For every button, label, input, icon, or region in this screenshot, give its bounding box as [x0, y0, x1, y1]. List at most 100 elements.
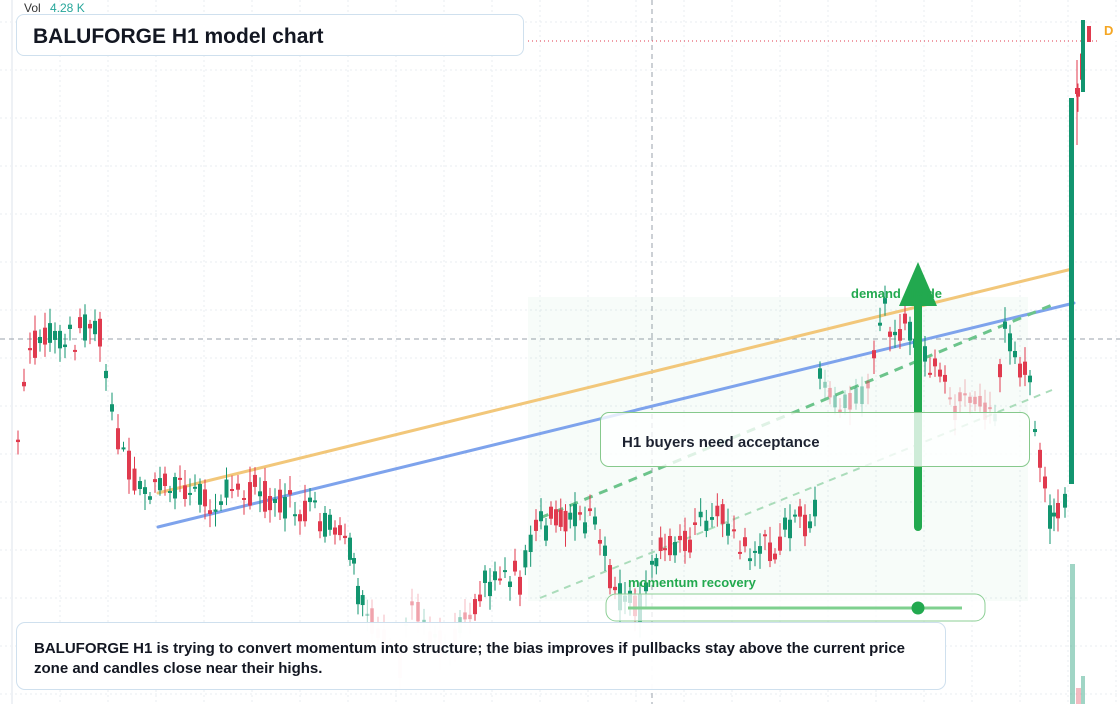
candle-body: [758, 546, 762, 554]
candle-body: [860, 386, 864, 405]
candle-body: [230, 489, 234, 492]
breakout-candle-body: [1081, 20, 1085, 92]
candle-body: [253, 474, 257, 487]
candle-body: [68, 324, 72, 329]
candle-body: [53, 330, 57, 340]
candle-body: [236, 483, 240, 490]
candle-body: [1008, 333, 1012, 352]
candle-body: [658, 537, 663, 552]
volume-label: Vol: [24, 1, 41, 15]
candle-body: [878, 322, 882, 326]
candle-body: [183, 485, 187, 500]
candle-body: [923, 346, 927, 362]
breakout-candle-body: [1087, 26, 1091, 42]
candle-body: [528, 534, 533, 553]
candle-body: [508, 581, 512, 588]
candle-body: [898, 329, 902, 341]
demand-arrow-head: [899, 262, 937, 306]
candle-body: [608, 565, 612, 589]
candle-body: [866, 381, 870, 389]
candle-body: [348, 537, 352, 560]
candle-body: [943, 374, 947, 382]
candle-body: [498, 578, 502, 581]
candle-body: [768, 542, 772, 562]
candle-body: [793, 514, 797, 517]
candle-body: [224, 479, 229, 498]
candle-body: [356, 585, 360, 605]
candle-body: [1063, 493, 1067, 508]
candle-body: [308, 497, 312, 503]
candle-body: [726, 523, 730, 536]
candle-body: [263, 481, 267, 512]
candle-body: [298, 514, 302, 522]
candle-body: [568, 512, 573, 520]
candle-body: [38, 336, 42, 344]
candle-body: [933, 358, 937, 367]
candle-body: [360, 595, 365, 606]
candle-body: [110, 404, 114, 412]
candle-body: [410, 601, 414, 606]
candle-body: [273, 498, 277, 503]
candle-body: [558, 509, 563, 527]
candle-body: [1013, 351, 1017, 358]
candle-body: [948, 397, 952, 400]
candle-body: [22, 381, 26, 387]
candle-body: [778, 536, 782, 551]
candle-body: [613, 586, 617, 591]
candle-body: [278, 489, 282, 513]
candle-body: [168, 490, 172, 493]
volume-bar: [1070, 564, 1075, 704]
candle-body: [938, 369, 942, 377]
candle-body: [683, 530, 687, 551]
acceptance-callout-text: H1 buyers need acceptance: [622, 434, 820, 451]
candle-body: [1018, 363, 1022, 378]
candle-body: [163, 473, 167, 487]
candle-body: [83, 314, 87, 341]
candle-body: [503, 570, 507, 573]
candle-body: [313, 500, 317, 503]
candle-body: [127, 450, 131, 480]
candle-body: [988, 407, 992, 410]
candle-body: [534, 519, 538, 531]
chart-title: BALUFORGE H1 model chart: [33, 25, 324, 48]
breakout-candle-body: [1069, 98, 1074, 484]
candle-body: [888, 331, 892, 337]
candle-body: [1048, 505, 1052, 529]
candle-body: [603, 545, 607, 556]
candle-body: [288, 490, 292, 495]
candle-body: [203, 489, 207, 507]
candle-body: [823, 381, 827, 388]
candle-body: [763, 534, 767, 537]
candle-body: [1023, 361, 1027, 375]
candle-body: [48, 323, 52, 343]
candle-body: [370, 608, 374, 634]
candle-body: [188, 492, 192, 495]
candle-body: [828, 387, 832, 398]
candle-body: [743, 537, 747, 547]
candle-body: [513, 560, 517, 572]
candle-body: [483, 570, 487, 583]
candle-body: [333, 527, 337, 535]
candle-body: [16, 439, 20, 443]
candle-body: [422, 619, 426, 622]
candle-body: [1038, 449, 1042, 468]
candle-body: [1052, 512, 1056, 517]
candle-body: [213, 509, 218, 512]
candle-body: [998, 364, 1002, 378]
candle-body: [178, 477, 182, 480]
candle-body: [1076, 93, 1080, 97]
candle-body: [352, 558, 356, 564]
candle-body: [283, 496, 287, 519]
volume-bar: [1081, 676, 1085, 704]
candle-body: [808, 521, 812, 529]
candle-body: [416, 602, 420, 622]
candle-body: [208, 510, 212, 514]
dividend-badge[interactable]: D: [1097, 21, 1120, 41]
candle-body: [328, 514, 332, 530]
candle-body: [116, 428, 120, 450]
candle-body: [563, 510, 568, 532]
candle-body: [843, 394, 847, 409]
candle-body: [588, 508, 592, 512]
candle-body: [98, 318, 102, 347]
